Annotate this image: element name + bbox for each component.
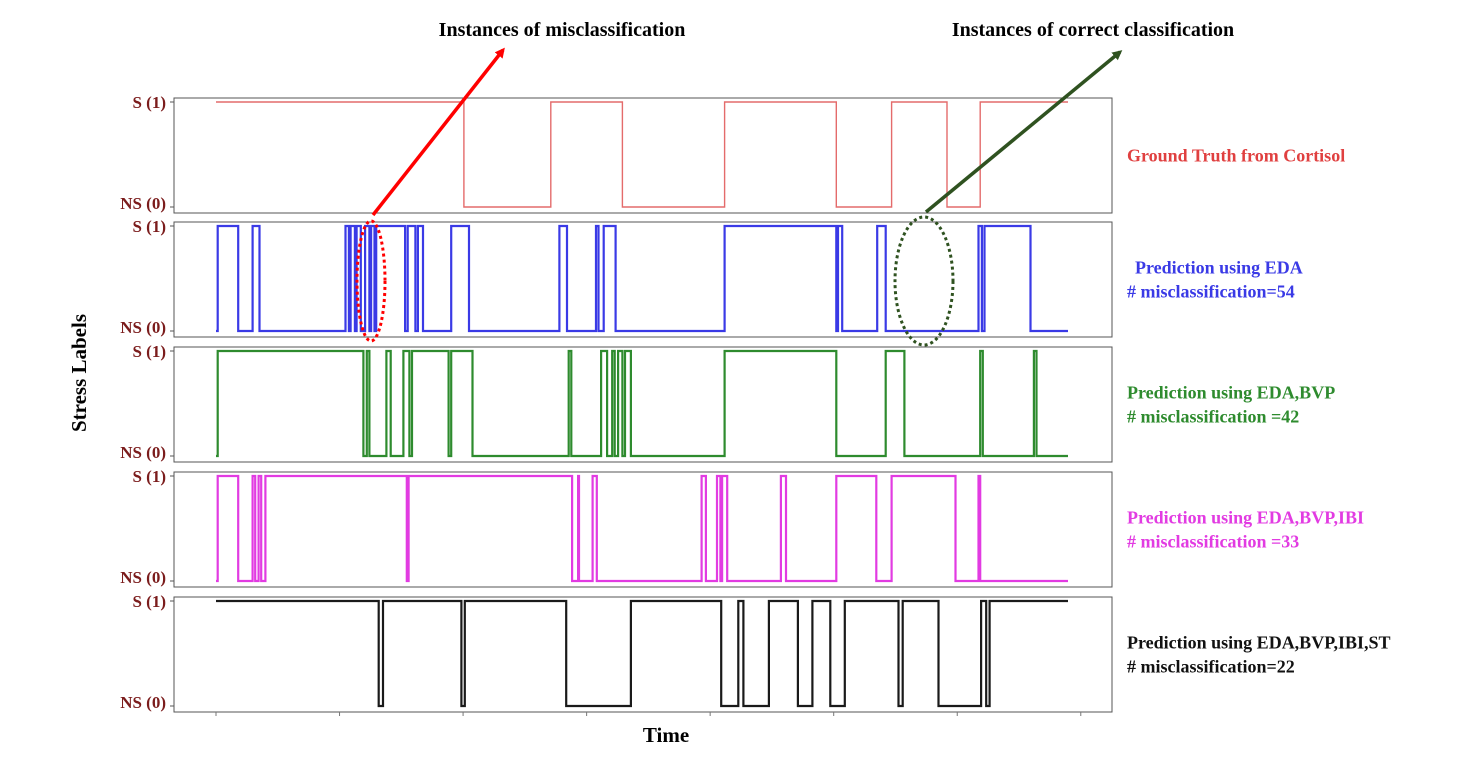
series-line-0 bbox=[216, 101, 1068, 208]
y-axis-label: Stress Labels bbox=[67, 314, 91, 432]
y-tick-label-low-2: NS (0) bbox=[120, 443, 166, 462]
series-line-3 bbox=[216, 474, 1068, 583]
panel-legend-4-line-0: Prediction using EDA,BVP,IBI,ST bbox=[1127, 633, 1391, 653]
panel-legend-1-line-1: # misclassification=54 bbox=[1127, 282, 1295, 302]
panel-frame-3 bbox=[173, 471, 1113, 588]
y-tick-label-low-0: NS (0) bbox=[120, 194, 166, 213]
series-line-2 bbox=[216, 349, 1068, 458]
panel-legend-2-line-1: # misclassification =42 bbox=[1127, 407, 1299, 427]
annotation-correct-title: Instances of correct classification bbox=[952, 19, 1234, 41]
panel-legend-1-line-0: Prediction using EDA bbox=[1135, 258, 1303, 278]
y-tick-label-high-2: S (1) bbox=[132, 342, 166, 361]
annotation-misclassification-title: Instances of misclassification bbox=[439, 19, 686, 41]
y-tick-label-high-3: S (1) bbox=[132, 467, 166, 486]
correct-classification-ellipse bbox=[893, 215, 955, 347]
panel-legend-3-line-0: Prediction using EDA,BVP,IBI bbox=[1127, 508, 1364, 528]
x-axis-ticks bbox=[215, 712, 1082, 716]
y-tick-label-high-4: S (1) bbox=[132, 592, 166, 611]
panels-group: S (1) NS (0) Ground Truth from Cortisol S (… bbox=[120, 93, 1391, 713]
series-line-1 bbox=[216, 224, 1068, 333]
panel-frame-2 bbox=[173, 346, 1113, 463]
panel-legend-2-line-0: Prediction using EDA,BVP bbox=[1127, 383, 1335, 403]
y-tick-label-high-0: S (1) bbox=[132, 93, 166, 112]
misclassification-ellipse bbox=[355, 219, 387, 343]
y-tick-label-low-4: NS (0) bbox=[120, 693, 166, 712]
correct-classification-arrow bbox=[924, 50, 1123, 214]
misclassification-arrow bbox=[371, 47, 505, 217]
series-line-4 bbox=[216, 599, 1068, 708]
y-tick-label-low-1: NS (0) bbox=[120, 318, 166, 337]
y-tick-label-low-3: NS (0) bbox=[120, 568, 166, 587]
panel-legend-4-line-1: # misclassification=22 bbox=[1127, 657, 1295, 677]
y-tick-label-high-1: S (1) bbox=[132, 217, 166, 236]
panel-frame-1 bbox=[173, 221, 1113, 338]
panel-frame-0 bbox=[173, 97, 1113, 214]
panel-legend-3-line-1: # misclassification =33 bbox=[1127, 532, 1299, 552]
panel-frame-4 bbox=[173, 596, 1113, 713]
panel-legend-0-line-0: Ground Truth from Cortisol bbox=[1127, 146, 1345, 166]
x-axis-label: Time bbox=[643, 723, 689, 747]
